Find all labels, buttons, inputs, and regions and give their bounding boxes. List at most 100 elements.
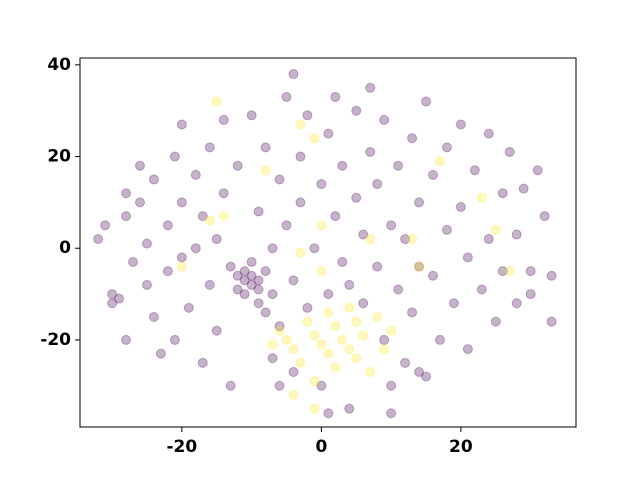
point	[309, 330, 320, 341]
point	[100, 220, 111, 231]
point	[483, 128, 494, 139]
point	[497, 266, 508, 277]
point	[211, 234, 222, 245]
point	[169, 334, 180, 345]
point	[253, 275, 264, 286]
point	[365, 146, 376, 157]
point	[351, 105, 362, 116]
point	[393, 284, 404, 295]
point	[379, 114, 390, 125]
point	[407, 234, 418, 245]
point	[386, 325, 397, 336]
point	[414, 261, 425, 272]
point	[344, 279, 355, 290]
point	[302, 110, 313, 121]
plot-area	[80, 58, 576, 427]
y-tick-label: 0	[59, 238, 71, 258]
point	[316, 266, 327, 277]
point	[190, 169, 201, 180]
point	[372, 261, 383, 272]
point	[427, 270, 438, 281]
point	[295, 119, 306, 130]
point	[323, 408, 334, 419]
point	[448, 298, 459, 309]
point	[400, 234, 411, 245]
point	[218, 188, 229, 199]
point	[309, 403, 320, 414]
point	[386, 380, 397, 391]
point	[546, 270, 557, 281]
point	[176, 197, 187, 208]
point	[365, 234, 376, 245]
point	[414, 261, 425, 272]
point	[372, 311, 383, 322]
point	[121, 188, 132, 199]
point	[546, 316, 557, 327]
point	[337, 334, 348, 345]
point	[253, 284, 264, 295]
point	[288, 275, 299, 286]
point	[309, 133, 320, 144]
point	[344, 344, 355, 355]
point	[323, 289, 334, 300]
point	[302, 316, 313, 327]
point	[483, 234, 494, 245]
point	[121, 211, 132, 222]
point	[141, 238, 152, 249]
point	[351, 353, 362, 364]
point	[107, 289, 118, 300]
point	[344, 403, 355, 414]
point	[476, 192, 487, 203]
point	[176, 261, 187, 272]
point	[225, 380, 236, 391]
point	[323, 307, 334, 318]
point	[114, 293, 125, 304]
point	[330, 91, 341, 102]
point	[337, 160, 348, 171]
point	[183, 302, 194, 313]
point	[176, 252, 187, 263]
point	[267, 339, 278, 350]
point	[148, 311, 159, 322]
point	[260, 142, 271, 153]
point	[274, 380, 285, 391]
point	[525, 266, 536, 277]
point	[121, 334, 132, 345]
point	[281, 220, 292, 231]
y-tick-label: 40	[47, 55, 71, 75]
point	[295, 247, 306, 258]
point	[211, 96, 222, 107]
point	[455, 201, 466, 212]
point	[267, 243, 278, 254]
point	[260, 266, 271, 277]
point	[532, 165, 543, 176]
point	[407, 133, 418, 144]
point	[525, 289, 536, 300]
point	[128, 256, 139, 267]
point	[316, 220, 327, 231]
point	[204, 215, 215, 226]
point	[414, 197, 425, 208]
point	[393, 160, 404, 171]
plot-frame	[79, 57, 577, 428]
point	[302, 302, 313, 313]
point	[330, 211, 341, 222]
point	[274, 325, 285, 336]
point	[267, 353, 278, 364]
point	[309, 243, 320, 254]
point	[281, 334, 292, 345]
point	[344, 302, 355, 313]
point	[232, 270, 243, 281]
point	[211, 325, 222, 336]
point	[218, 114, 229, 125]
point	[434, 156, 445, 167]
point	[441, 224, 452, 235]
point	[351, 192, 362, 203]
point	[155, 348, 166, 359]
point	[288, 69, 299, 80]
point	[309, 376, 320, 387]
point	[246, 256, 257, 267]
point	[225, 261, 236, 272]
